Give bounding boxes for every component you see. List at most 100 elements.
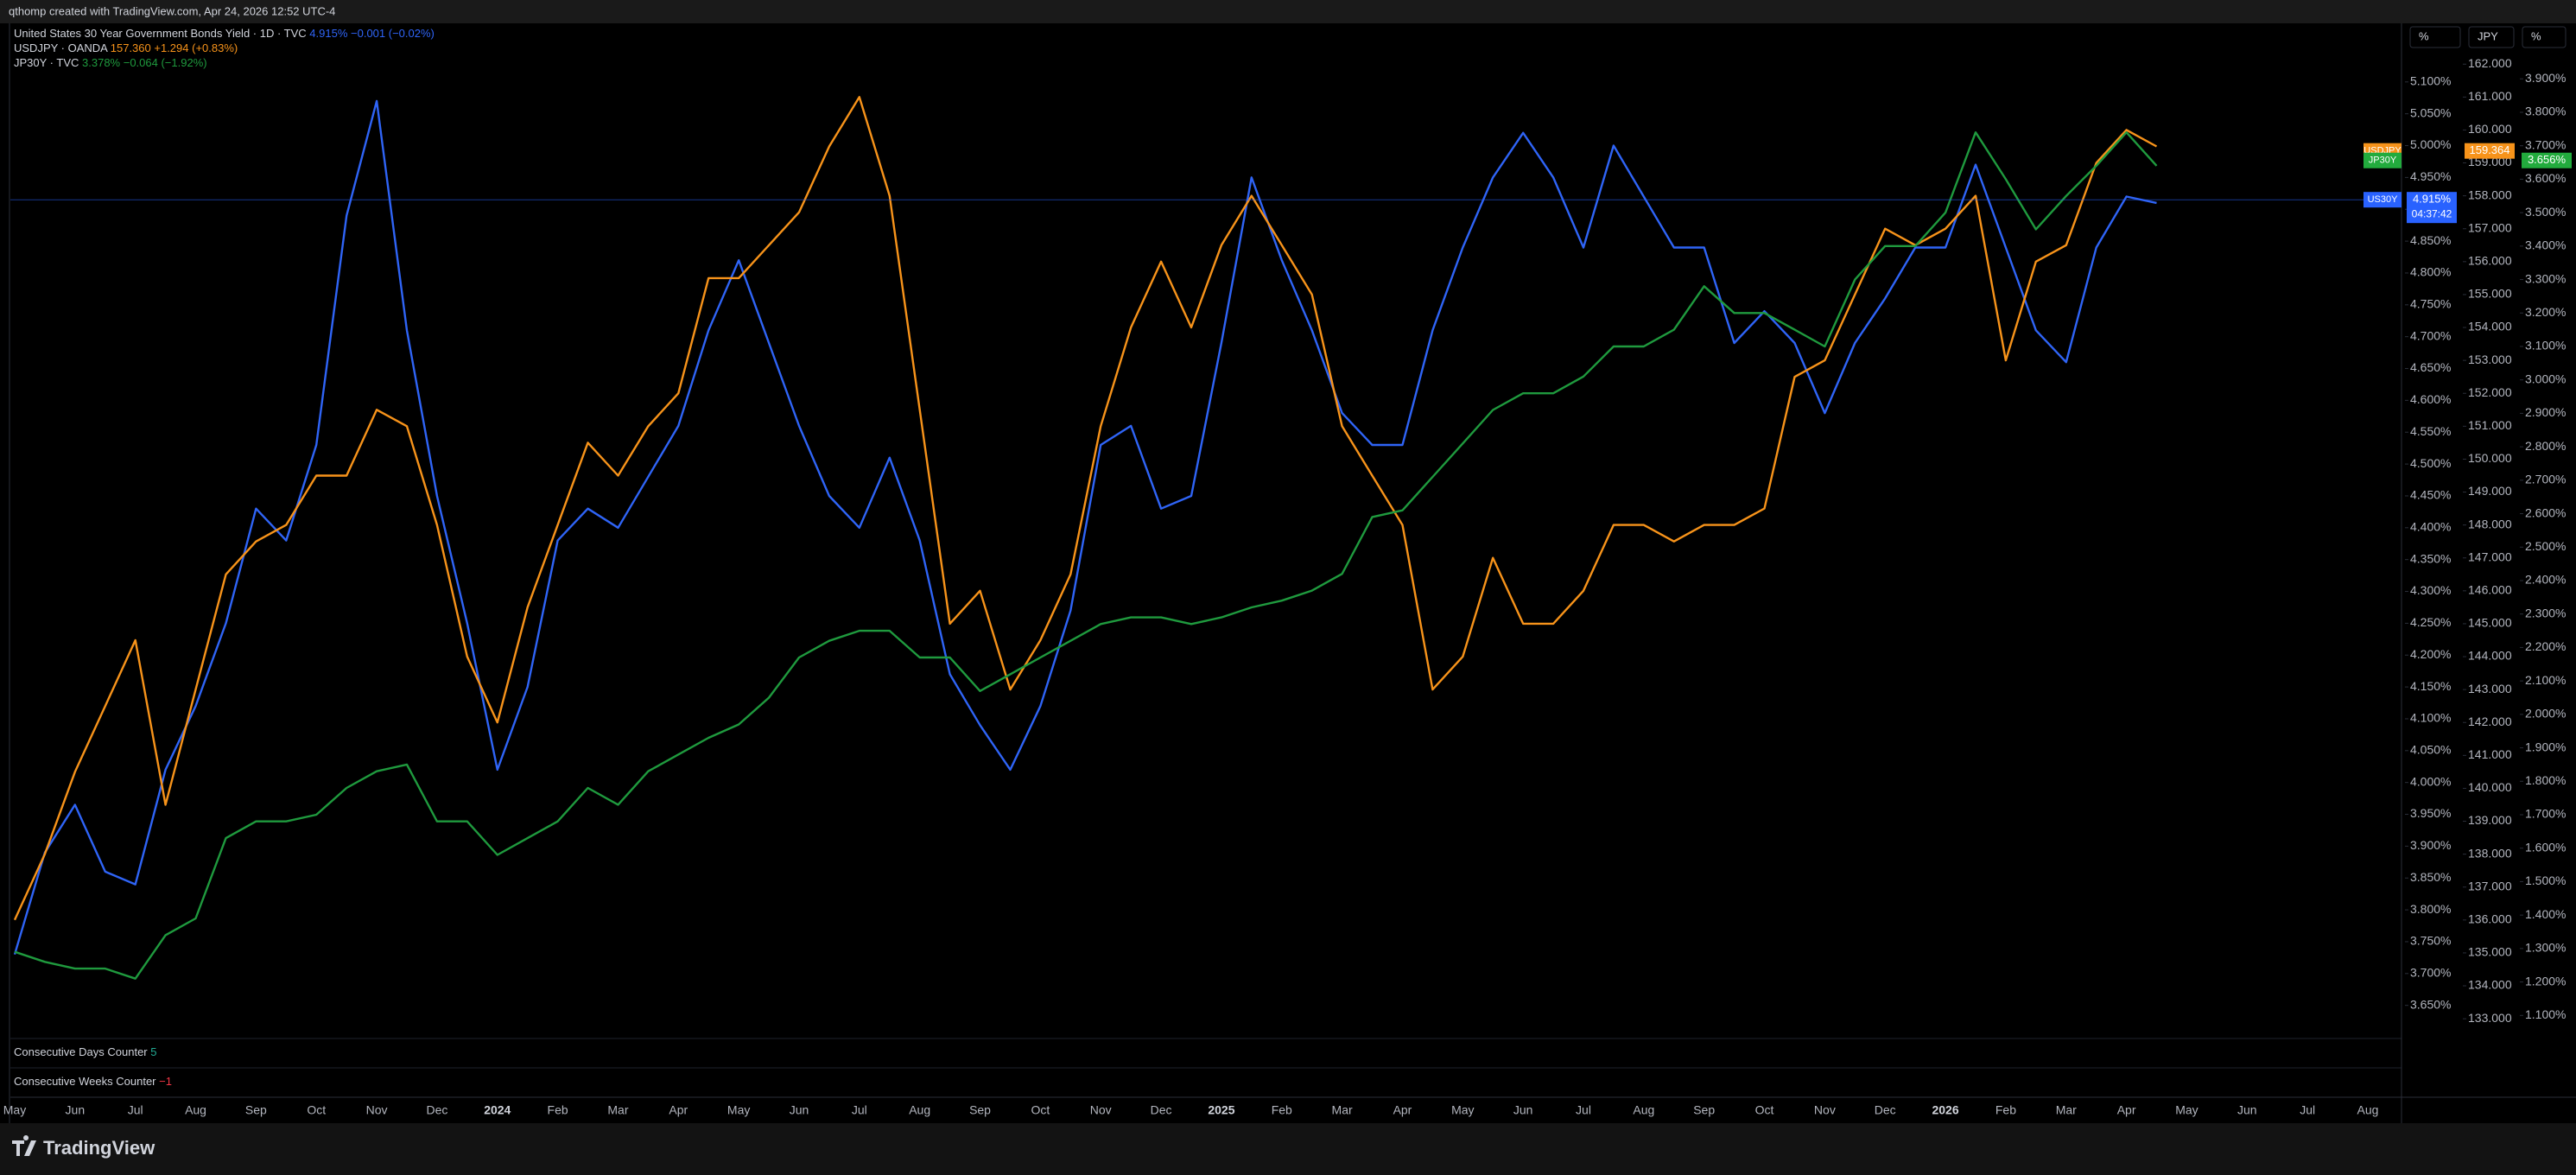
- logo-mark: [12, 1135, 36, 1156]
- y-tick-label: 142.000: [2468, 715, 2512, 728]
- y-tick-label: 135.000: [2468, 945, 2512, 959]
- indicator-name: Consecutive Weeks Counter: [14, 1075, 156, 1088]
- scale-button[interactable]: [2468, 26, 2515, 48]
- x-tick-label: Jul: [128, 1103, 143, 1117]
- y-tick-label: 140.000: [2468, 780, 2512, 794]
- y-tick-label: 3.900%: [2410, 838, 2451, 852]
- bottom-bar: [0, 1123, 2576, 1175]
- price-tag-box: [2522, 152, 2572, 168]
- legend-last: 3.378%: [82, 56, 121, 69]
- x-tick-label: Aug: [2357, 1103, 2379, 1117]
- price-tag-box: [2465, 143, 2515, 159]
- y-tick-label: 1.300%: [2525, 941, 2566, 955]
- x-tick-label: Feb: [1995, 1103, 2016, 1117]
- y-tick-label: 4.800%: [2410, 265, 2451, 279]
- x-tick-label: Jun: [66, 1103, 86, 1117]
- brand: TradingView: [43, 1137, 155, 1159]
- price-tag-value: 3.656%: [2528, 153, 2566, 166]
- legend-name: United States 30 Year Government Bonds Y…: [14, 27, 307, 40]
- y-tick-label: 4.700%: [2410, 328, 2451, 342]
- scale-button-label[interactable]: %: [2419, 29, 2429, 42]
- y-tick-label: 2.800%: [2525, 439, 2566, 453]
- legend-last: 157.360: [111, 41, 151, 54]
- y-tick-label: 4.850%: [2410, 233, 2451, 247]
- y-tick-label: 147.000: [2468, 549, 2512, 563]
- y-tick-label: 162.000: [2468, 56, 2512, 70]
- x-tick-label: Jul: [1576, 1103, 1591, 1117]
- y-tick-label: 138.000: [2468, 846, 2512, 860]
- x-tick-label: Mar: [2056, 1103, 2077, 1117]
- x-tick-label: Feb: [1272, 1103, 1292, 1117]
- y-tick-label: 3.650%: [2410, 997, 2451, 1011]
- x-tick-label: Nov: [1814, 1103, 1836, 1117]
- y-tick-label: 2.100%: [2525, 673, 2566, 687]
- y-tick-label: 1.800%: [2525, 773, 2566, 787]
- y-tick-label: 2.500%: [2525, 539, 2566, 553]
- x-tick-label: Sep: [969, 1103, 991, 1117]
- y-tick-label: 4.750%: [2410, 297, 2451, 311]
- y-tick-label: 1.100%: [2525, 1007, 2566, 1021]
- y-tick-label: 5.100%: [2410, 74, 2451, 88]
- scale-button-label[interactable]: JPY: [2478, 29, 2498, 42]
- x-tick-label: 2026: [1932, 1103, 1958, 1117]
- y-tick-label: 141.000: [2468, 747, 2512, 761]
- y-tick-label: 2.000%: [2525, 707, 2566, 721]
- scale-button-label[interactable]: %: [2531, 29, 2541, 42]
- y-tick-label: 1.700%: [2525, 807, 2566, 821]
- scale-button[interactable]: [2522, 26, 2566, 48]
- y-tick-label: 1.400%: [2525, 907, 2566, 921]
- scale-button[interactable]: [2409, 26, 2461, 48]
- x-tick-label: Apr: [2117, 1103, 2136, 1117]
- y-tick-label: 3.750%: [2410, 934, 2451, 948]
- series-line: [13, 99, 2157, 956]
- y-tick-label: 133.000: [2468, 1011, 2512, 1025]
- y-tick-label: 3.200%: [2525, 305, 2566, 319]
- y-tick-label: 149.000: [2468, 484, 2512, 498]
- indicator-legend[interactable]: Consecutive Days Counter 5: [14, 1045, 157, 1058]
- y-tick-label: 4.600%: [2410, 392, 2451, 406]
- x-tick-label: Mar: [1332, 1103, 1353, 1117]
- x-tick-label: 2024: [484, 1103, 511, 1117]
- legend-entry[interactable]: JP30Y · TVC 3.378% −0.064 (−1.92%): [14, 56, 207, 69]
- price-tag-name: US30Y: [2368, 194, 2399, 205]
- x-tick-label: Aug: [185, 1103, 206, 1117]
- y-tick-label: 134.000: [2468, 978, 2512, 992]
- y-tick-label: 136.000: [2468, 912, 2512, 926]
- y-tick-label: 156.000: [2468, 254, 2512, 268]
- y-tick-label: 3.950%: [2410, 806, 2451, 820]
- legend-change: −0.064 (−1.92%): [124, 56, 207, 69]
- x-tick-label: Aug: [909, 1103, 930, 1117]
- y-tick-label: 1.500%: [2525, 873, 2566, 887]
- x-tick-label: Oct: [1755, 1103, 1774, 1117]
- y-tick-label: 151.000: [2468, 418, 2512, 432]
- x-tick-label: Nov: [1090, 1103, 1112, 1117]
- y-tick-label: 152.000: [2468, 385, 2512, 399]
- y-tick-label: 4.450%: [2410, 488, 2451, 502]
- x-tick-label: Feb: [548, 1103, 568, 1117]
- legend-entry[interactable]: United States 30 Year Government Bonds Y…: [14, 27, 435, 40]
- legend-name: JP30Y · TVC: [14, 56, 79, 69]
- indicator-legend[interactable]: Consecutive Weeks Counter −1: [14, 1075, 172, 1088]
- x-tick-label: May: [3, 1103, 26, 1117]
- x-tick-label: 2025: [1208, 1103, 1234, 1117]
- y-tick-label: 2.400%: [2525, 573, 2566, 587]
- credit: qthomp created with TradingView.com, Apr…: [9, 4, 335, 17]
- x-tick-label: Mar: [607, 1103, 628, 1117]
- y-tick-label: 4.950%: [2410, 169, 2451, 183]
- y-tick-label: 160.000: [2468, 122, 2512, 136]
- indicator-name: Consecutive Days Counter: [14, 1045, 148, 1058]
- y-tick-label: 4.000%: [2410, 774, 2451, 788]
- price-tag-box: [2407, 192, 2457, 224]
- y-tick-label: 3.400%: [2525, 238, 2566, 252]
- x-tick-label: Sep: [1693, 1103, 1715, 1117]
- legend-entry[interactable]: USDJPY · OANDA 157.360 +1.294 (+0.83%): [14, 41, 238, 54]
- y-tick-label: 155.000: [2468, 287, 2512, 301]
- x-tick-label: Aug: [1633, 1103, 1654, 1117]
- y-tick-label: 3.900%: [2525, 71, 2566, 85]
- y-tick-label: 1.900%: [2525, 740, 2566, 753]
- y-tick-label: 3.800%: [2410, 902, 2451, 916]
- y-tick-label: 4.100%: [2410, 711, 2451, 725]
- brand-logo: [12, 1135, 36, 1156]
